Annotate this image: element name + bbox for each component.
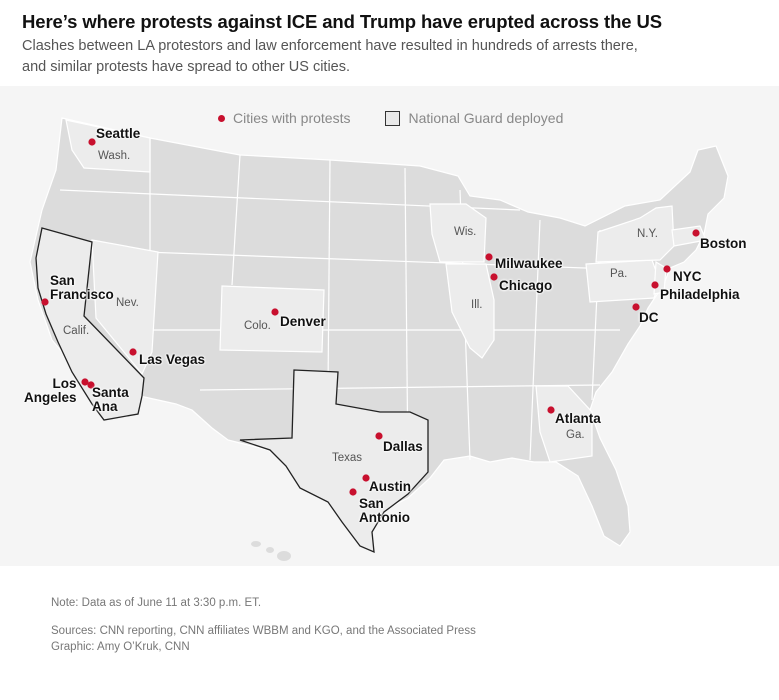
dot-milwaukee[interactable] (485, 253, 493, 261)
state-nevada (91, 239, 159, 376)
city-label-milwaukee[interactable]: Milwaukee (495, 256, 563, 271)
city-label-sanantonio[interactable]: San Antonio (359, 496, 410, 525)
dot-lasvegas[interactable] (129, 348, 137, 356)
dot-sanfrancisco[interactable] (41, 298, 49, 306)
state-illinois (445, 263, 495, 359)
state-label-ill: Ill. (471, 299, 483, 311)
state-georgia (535, 385, 593, 463)
state-california-guard (35, 227, 145, 421)
graphic-credit: Graphic: Amy O’Kruk, CNN (51, 641, 190, 653)
city-dots (41, 138, 700, 496)
dot-denver[interactable] (271, 308, 279, 316)
dot-santaana[interactable] (87, 381, 95, 389)
city-label-boston[interactable]: Boston (700, 236, 747, 251)
state-wisconsin (429, 203, 487, 263)
footnotes: Note: Data as of June 11 at 3:30 p.m. ET… (51, 595, 476, 655)
page-title: Here’s where protests against ICE and Tr… (22, 11, 663, 32)
city-label-chicago[interactable]: Chicago (499, 278, 553, 293)
city-label-austin[interactable]: Austin (369, 479, 411, 494)
state-label-texas: Texas (332, 452, 363, 464)
dot-atlanta[interactable] (547, 406, 555, 414)
header: Here’s where protests against ICE and Tr… (22, 10, 762, 78)
state-label-calif: Calif. (63, 325, 90, 337)
state-label-ny: N.Y. (637, 228, 658, 240)
city-label-lasvegas[interactable]: Las Vegas (139, 352, 206, 367)
state-label-wis: Wis. (454, 226, 477, 238)
subtitle-line-2: and similar protests have spread to othe… (22, 59, 351, 75)
hawaii-islands (251, 541, 291, 561)
dot-dallas[interactable] (375, 432, 383, 440)
state-newyork (595, 205, 675, 263)
city-label-dc[interactable]: DC (639, 310, 659, 325)
city-label-denver[interactable]: Denver (280, 314, 326, 329)
map-legend: Cities with protests National Guard depl… (218, 110, 563, 126)
dot-austin[interactable] (362, 474, 370, 482)
dot-seattle[interactable] (88, 138, 96, 146)
sources-text: Sources: CNN reporting, CNN affiliates W… (51, 625, 476, 637)
city-label-sanfrancisco[interactable]: San Francisco (50, 273, 114, 302)
city-label-nyc[interactable]: NYC (673, 269, 702, 284)
dot-dc[interactable] (632, 303, 640, 311)
dot-losangeles[interactable] (81, 378, 89, 386)
state-label-wash: Wash. (98, 150, 131, 162)
state-washington (65, 119, 151, 173)
legend-box-icon (385, 110, 401, 126)
dot-sanantonio[interactable] (349, 488, 357, 496)
dot-nyc[interactable] (663, 265, 671, 273)
legend-cities-label: Cities with protests (233, 110, 351, 126)
state-label-nev: Nev. (116, 297, 139, 309)
state-colorado (219, 285, 325, 353)
legend-dot-icon (218, 114, 225, 122)
city-label-santaana[interactable]: Santa Ana (92, 385, 129, 414)
city-label-atlanta[interactable]: Atlanta (555, 411, 601, 426)
subtitle: Clashes between LA protestors and law en… (22, 36, 762, 78)
state-texas-guard (239, 369, 429, 554)
city-label-seattle[interactable]: Seattle (96, 126, 141, 141)
highlighted-states (65, 119, 707, 463)
city-label-dallas[interactable]: Dallas (383, 439, 423, 454)
dot-philadelphia[interactable] (651, 281, 659, 289)
city-label-losangeles[interactable]: Los Angeles (24, 376, 77, 405)
dot-chicago[interactable] (490, 273, 498, 281)
note-text: Note: Data as of June 11 at 3:30 p.m. ET… (51, 597, 262, 609)
city-label-philadelphia[interactable]: Philadelphia (660, 287, 740, 302)
state-pennsylvania (585, 259, 661, 303)
state-label-ga: Ga. (566, 429, 585, 441)
state-label-pa: Pa. (610, 268, 628, 280)
subtitle-line-1: Clashes between LA protestors and law en… (22, 38, 638, 54)
legend-guard-label: National Guard deployed (408, 110, 564, 126)
dot-boston[interactable] (692, 229, 700, 237)
state-label-colo: Colo. (244, 320, 271, 332)
